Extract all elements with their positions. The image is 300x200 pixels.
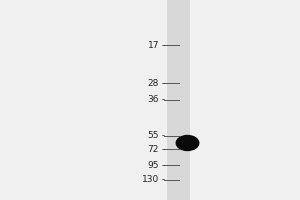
Text: -: -: [159, 144, 165, 154]
Text: 72: 72: [148, 144, 159, 154]
Text: 95: 95: [148, 160, 159, 170]
Bar: [167, 0, 190, 200]
Ellipse shape: [176, 136, 199, 151]
Text: -: -: [159, 160, 165, 170]
Text: -: -: [159, 176, 165, 184]
Text: 36: 36: [148, 96, 159, 104]
Text: 55: 55: [148, 132, 159, 140]
Text: -: -: [159, 78, 165, 88]
Text: 130: 130: [142, 176, 159, 184]
Text: -: -: [159, 40, 165, 49]
Text: -: -: [159, 132, 165, 140]
Text: 28: 28: [148, 78, 159, 88]
Text: -: -: [159, 96, 165, 104]
Text: 17: 17: [148, 40, 159, 49]
